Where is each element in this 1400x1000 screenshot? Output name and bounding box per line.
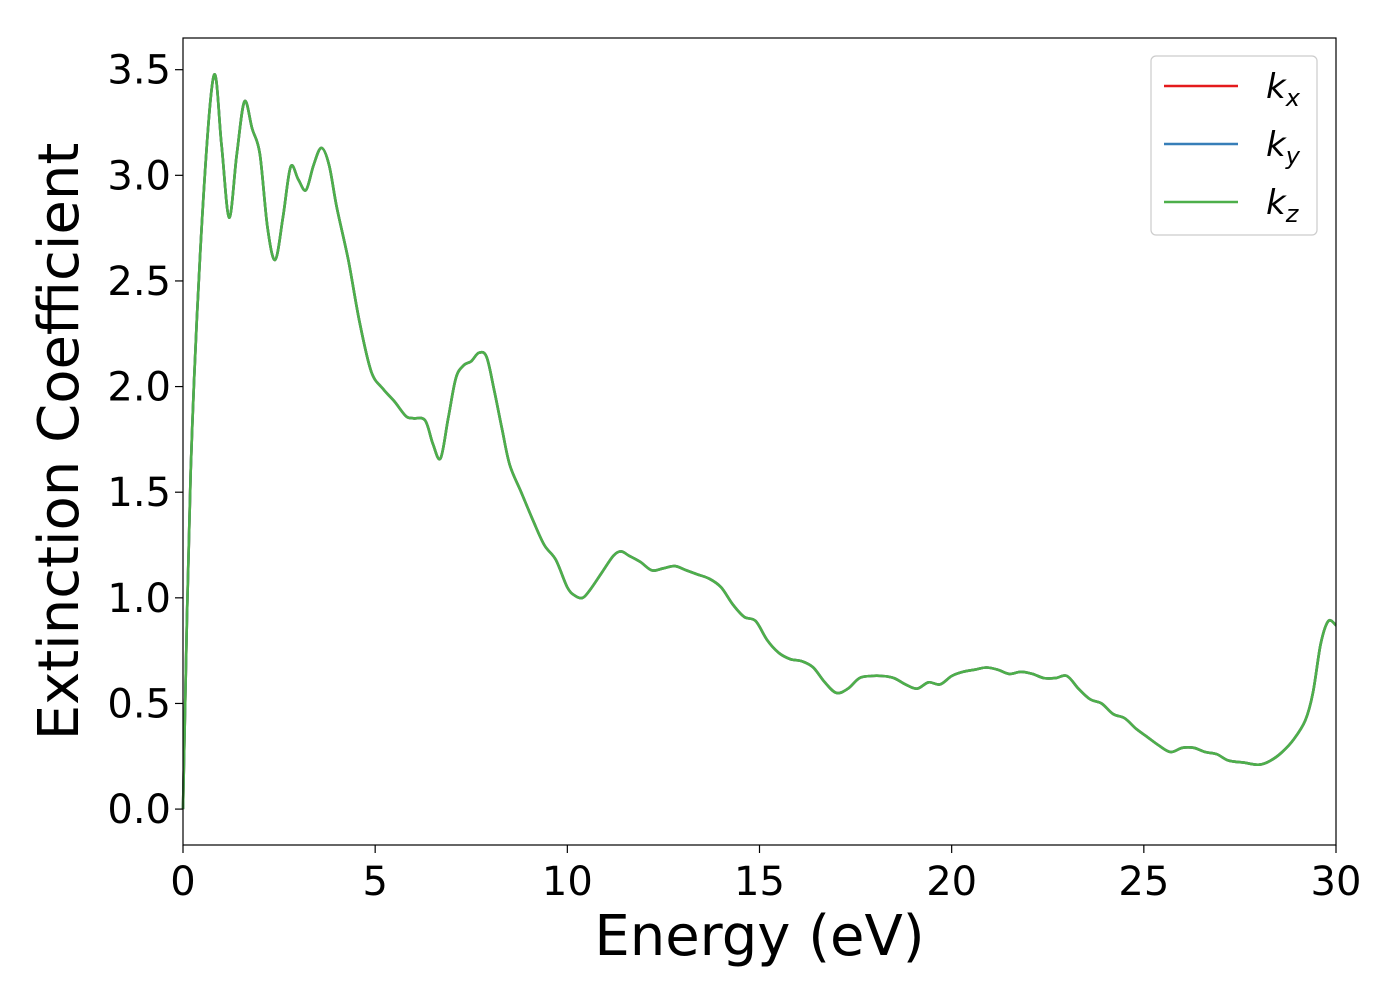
- y-tick-label: 2.0: [107, 365, 171, 411]
- y-tick-label: 0.0: [107, 787, 171, 833]
- x-axis-ticks: 0 5 10 15 20 25 30: [170, 845, 1361, 905]
- x-tick-label: 5: [362, 859, 387, 905]
- plot-lines: [181, 72, 1337, 810]
- x-tick-label: 10: [542, 859, 593, 905]
- x-tick-label: 25: [1118, 859, 1169, 905]
- y-tick-label: 0.5: [107, 681, 171, 727]
- y-axis-label: Extinction Coefficient: [27, 143, 92, 741]
- legend-label-kz: kz: [1266, 183, 1300, 228]
- legend: kx ky kz: [1150, 55, 1318, 236]
- legend-box: [1150, 55, 1318, 236]
- legend-label-kx: kx: [1266, 67, 1301, 112]
- x-tick-label: 15: [734, 859, 785, 905]
- y-tick-label: 2.5: [107, 259, 171, 305]
- x-tick-label: 30: [1311, 859, 1362, 905]
- x-tick-label: 0: [170, 859, 195, 905]
- series-line-kz: [181, 72, 1337, 810]
- legend-label-ky: ky: [1266, 125, 1301, 170]
- y-tick-label: 1.5: [107, 470, 171, 516]
- y-tick-label: 1.0: [107, 576, 171, 622]
- x-axis-label: Energy (eV): [594, 904, 924, 969]
- y-tick-label: 3.5: [107, 48, 171, 94]
- y-axis-ticks: 0.0 0.5 1.0 1.5 2.0 2.5 3.0 3.5: [107, 48, 183, 833]
- y-tick-label: 3.0: [107, 153, 171, 199]
- x-tick-label: 20: [926, 859, 977, 905]
